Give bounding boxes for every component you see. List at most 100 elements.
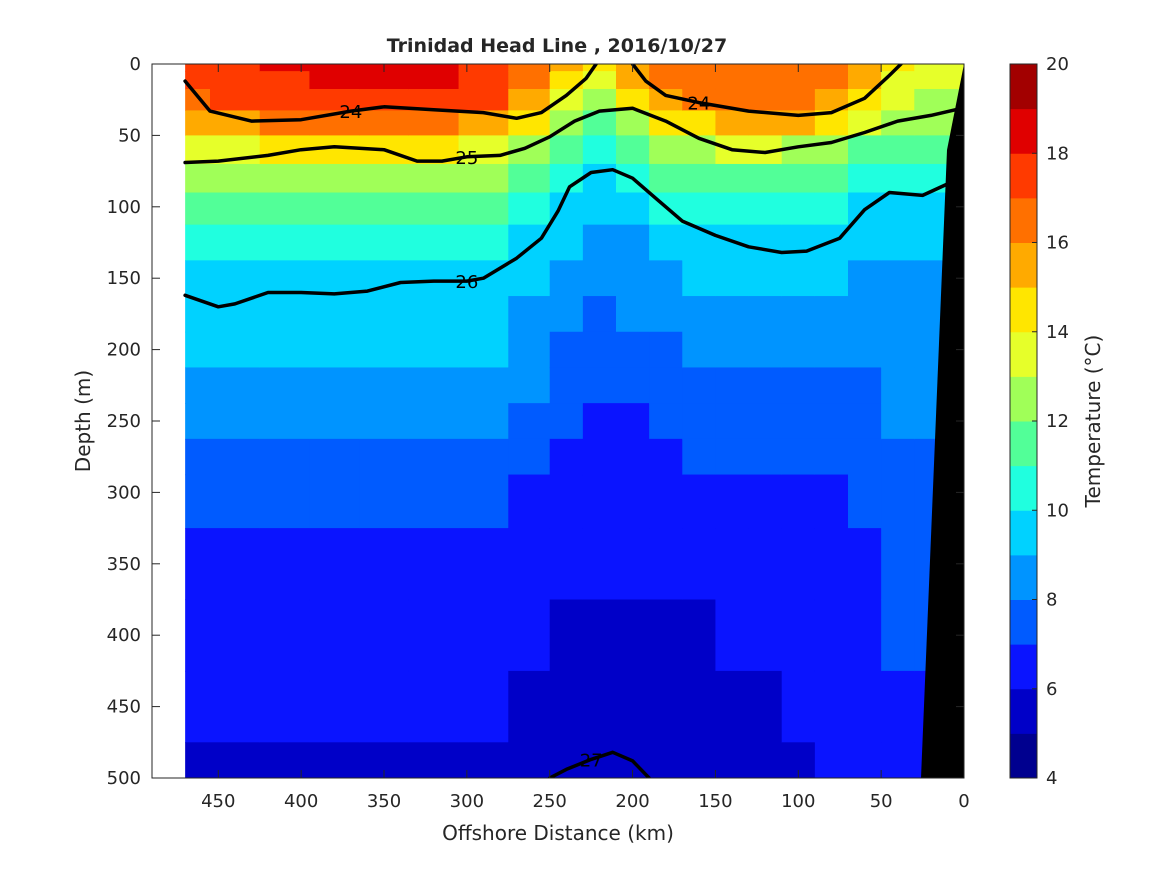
contour-label: 24 — [339, 102, 362, 123]
field-cell — [309, 64, 360, 72]
field-cell — [408, 110, 460, 136]
field-cell — [359, 331, 410, 369]
field-cell — [748, 71, 783, 90]
field-cell — [359, 163, 410, 194]
field-cell — [814, 670, 849, 743]
x-tick-label: 450 — [201, 791, 235, 812]
field-cell — [458, 438, 509, 476]
field-cell — [185, 528, 211, 601]
density-contour-line — [183, 167, 950, 309]
field-cell — [458, 599, 509, 672]
field-cell — [715, 331, 750, 369]
chart-title: Trinidad Head Line , 2016/10/27 — [387, 35, 727, 57]
field-cell — [309, 88, 360, 112]
field-cell — [185, 110, 211, 136]
field-cell — [814, 367, 849, 404]
field-cell — [881, 331, 915, 369]
y-tick-label: 400 — [107, 625, 141, 646]
field-cell — [682, 599, 717, 672]
contour-label: 25 — [455, 148, 478, 169]
field-cell — [549, 71, 584, 90]
field-cell — [458, 192, 509, 226]
field-cell — [259, 670, 311, 743]
field-cell — [715, 71, 750, 90]
field-cell — [549, 192, 584, 226]
field-cell — [748, 528, 783, 601]
field-cell — [408, 474, 460, 529]
field-cell — [309, 192, 360, 226]
field-cell — [549, 474, 584, 529]
field-cell — [185, 71, 211, 90]
field-cell — [359, 192, 410, 226]
field-cell — [848, 71, 882, 90]
field-cell — [359, 528, 410, 601]
colorbar-segment — [1010, 331, 1037, 377]
field-cell — [185, 367, 211, 404]
field-cell — [185, 260, 211, 297]
field-cell — [408, 331, 460, 369]
field-cell — [259, 296, 311, 333]
field-cell — [649, 599, 683, 672]
field-cell — [582, 224, 617, 261]
field-cell — [748, 88, 783, 112]
colorbar-tick-label: 4 — [1046, 768, 1057, 789]
field-cell — [649, 331, 683, 369]
field-cell — [616, 528, 650, 601]
field-cell — [210, 163, 261, 194]
field-cell — [715, 599, 750, 672]
x-tick-label: 300 — [450, 791, 484, 812]
x-tick-label: 350 — [367, 791, 401, 812]
colorbar-tick-label: 14 — [1046, 322, 1069, 343]
field-cell — [359, 110, 410, 136]
y-axis-label: Depth (m) — [71, 370, 95, 472]
field-cell — [408, 71, 460, 90]
field-cell — [259, 260, 311, 297]
field-cell — [210, 670, 261, 743]
field-cell — [359, 599, 410, 672]
field-cell — [582, 331, 617, 369]
field-cell — [549, 224, 584, 261]
field-cell — [259, 742, 311, 778]
field-cell — [616, 403, 650, 440]
density-contour-line — [547, 750, 651, 778]
field-cell — [549, 403, 584, 440]
field-cell — [649, 670, 683, 743]
field-cell — [309, 438, 360, 476]
y-tick-label: 150 — [107, 268, 141, 289]
field-cell — [549, 528, 584, 601]
field-cell — [259, 474, 311, 529]
field-cell — [715, 163, 750, 194]
field-cell — [582, 528, 617, 601]
field-cell — [582, 474, 617, 529]
plot-area: 24 24 25 26 27 — [151, 63, 965, 779]
field-cell — [210, 742, 261, 778]
field-cell — [210, 438, 261, 476]
field-cell — [582, 260, 617, 297]
field-cell — [458, 367, 509, 404]
field-cell — [848, 599, 882, 672]
field-cell — [914, 71, 964, 90]
field-cell — [848, 224, 882, 261]
field-cell — [259, 224, 311, 261]
field-cell — [814, 599, 849, 672]
field-cell — [848, 163, 882, 194]
field-cell — [508, 224, 551, 261]
field-cell — [682, 260, 717, 297]
field-cell — [914, 88, 964, 112]
colorbar-segment — [1010, 510, 1037, 556]
field-cell — [185, 331, 211, 369]
y-tick-label: 50 — [118, 125, 141, 146]
x-tick-label: 200 — [615, 791, 649, 812]
field-cell — [682, 296, 717, 333]
field-cell — [185, 192, 211, 226]
field-cell — [748, 260, 783, 297]
field-cell — [781, 403, 816, 440]
field-cell — [359, 670, 410, 743]
field-cell — [508, 64, 551, 72]
x-tick-label: 250 — [533, 791, 567, 812]
field-cell — [781, 331, 816, 369]
field-cell — [881, 367, 915, 404]
y-tick-label: 200 — [107, 340, 141, 361]
colorbar-segment — [1010, 197, 1037, 243]
field-cell — [781, 528, 816, 601]
